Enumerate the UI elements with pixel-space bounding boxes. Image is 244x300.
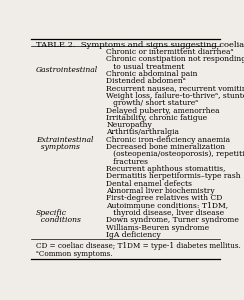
Text: symptoms: symptoms	[36, 143, 80, 151]
Text: First-degree relatives with CD: First-degree relatives with CD	[106, 194, 223, 202]
Text: Recurrent aphthous stomatitis,: Recurrent aphthous stomatitis,	[106, 165, 226, 173]
Text: (osteopenia/osteoporosis), repetitive: (osteopenia/osteoporosis), repetitive	[106, 150, 244, 158]
Text: Weight loss, failure-to-thriveᵃ, stunted: Weight loss, failure-to-thriveᵃ, stunted	[106, 92, 244, 100]
Text: Neuropathy: Neuropathy	[106, 121, 152, 129]
Text: Dental enamel defects: Dental enamel defects	[106, 180, 192, 188]
Text: Decreased bone mineralization: Decreased bone mineralization	[106, 143, 225, 151]
Text: Williams-Beuren syndrome: Williams-Beuren syndrome	[106, 224, 209, 232]
Text: Delayed puberty, amenorrhea: Delayed puberty, amenorrhea	[106, 106, 220, 115]
Text: CD = coeliac disease; T1DM = type-1 diabetes mellitus.: CD = coeliac disease; T1DM = type-1 diab…	[36, 242, 241, 250]
Text: Chronic abdominal pain: Chronic abdominal pain	[106, 70, 198, 78]
Text: Chronic or intermittent diarrheaᵃ: Chronic or intermittent diarrheaᵃ	[106, 48, 234, 56]
Text: Extraintestinal: Extraintestinal	[36, 136, 94, 144]
Text: to usual treatment: to usual treatment	[106, 63, 184, 70]
Text: thyroid disease, liver disease: thyroid disease, liver disease	[106, 209, 224, 217]
Text: Chronic iron-deficiency anaemia: Chronic iron-deficiency anaemia	[106, 136, 230, 144]
Text: Autoimmune conditions: T1DM,: Autoimmune conditions: T1DM,	[106, 202, 228, 210]
Text: Arthritis/arthralgia: Arthritis/arthralgia	[106, 128, 179, 136]
Text: Irritability, chronic fatigue: Irritability, chronic fatigue	[106, 114, 207, 122]
Text: conditions: conditions	[36, 216, 81, 224]
Text: IgA deficiency: IgA deficiency	[106, 231, 161, 239]
Text: Chronic constipation not responding: Chronic constipation not responding	[106, 55, 244, 63]
Text: TABLE 2.  Symptoms and signs suggesting coeliac disease: TABLE 2. Symptoms and signs suggesting c…	[36, 41, 244, 49]
Text: fractures: fractures	[106, 158, 148, 166]
Text: Recurrent nausea, recurrent vomiting: Recurrent nausea, recurrent vomiting	[106, 85, 244, 93]
Text: Specific: Specific	[36, 209, 67, 217]
Text: Down syndrome, Turner syndrome: Down syndrome, Turner syndrome	[106, 216, 239, 224]
Text: ᵃCommon symptoms.: ᵃCommon symptoms.	[36, 250, 113, 258]
Text: Gastrointestinal: Gastrointestinal	[36, 66, 98, 74]
Text: growth/ short statureᵃ: growth/ short statureᵃ	[106, 99, 198, 107]
Text: Abnormal liver biochemistry: Abnormal liver biochemistry	[106, 187, 215, 195]
Text: Dermatitis herpetiformis–type rash: Dermatitis herpetiformis–type rash	[106, 172, 241, 180]
Text: Distended abdomenᵃ: Distended abdomenᵃ	[106, 77, 186, 85]
